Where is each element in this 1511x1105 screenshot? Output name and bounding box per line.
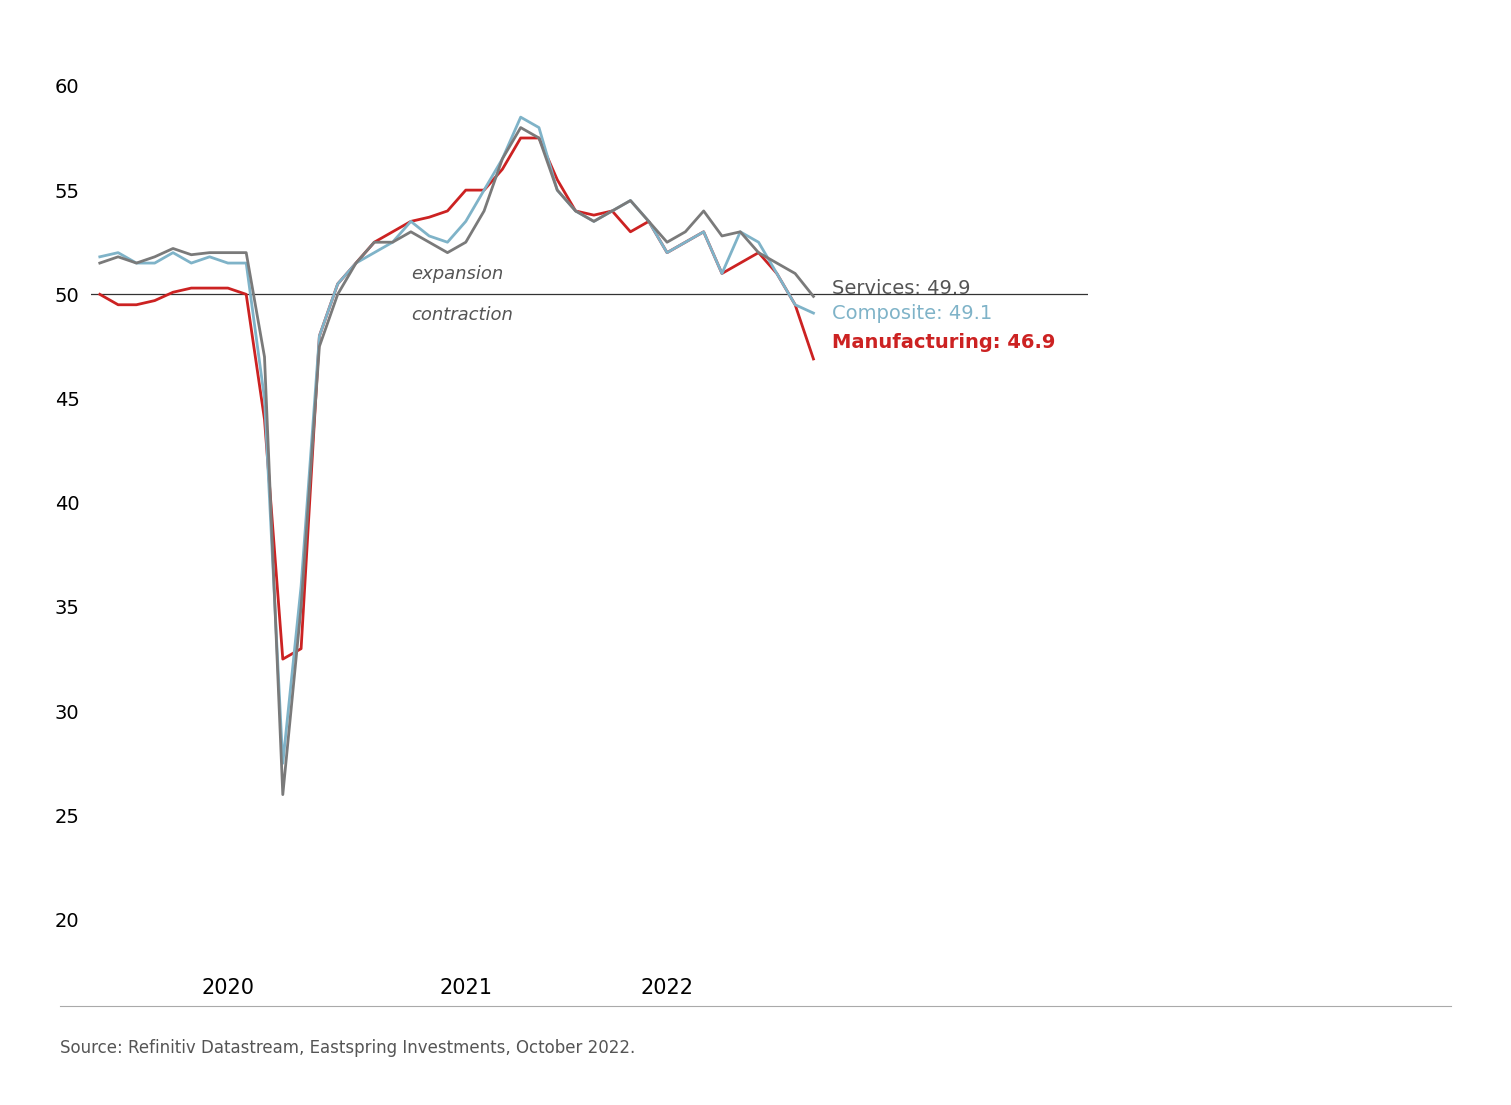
- Text: Composite: 49.1: Composite: 49.1: [831, 304, 993, 323]
- Text: contraction: contraction: [411, 306, 512, 324]
- Text: Services: 49.9: Services: 49.9: [831, 278, 970, 297]
- Text: expansion: expansion: [411, 265, 503, 283]
- Text: Manufacturing: 46.9: Manufacturing: 46.9: [831, 333, 1055, 351]
- Text: Source: Refinitiv Datastream, Eastspring Investments, October 2022.: Source: Refinitiv Datastream, Eastspring…: [60, 1039, 636, 1056]
